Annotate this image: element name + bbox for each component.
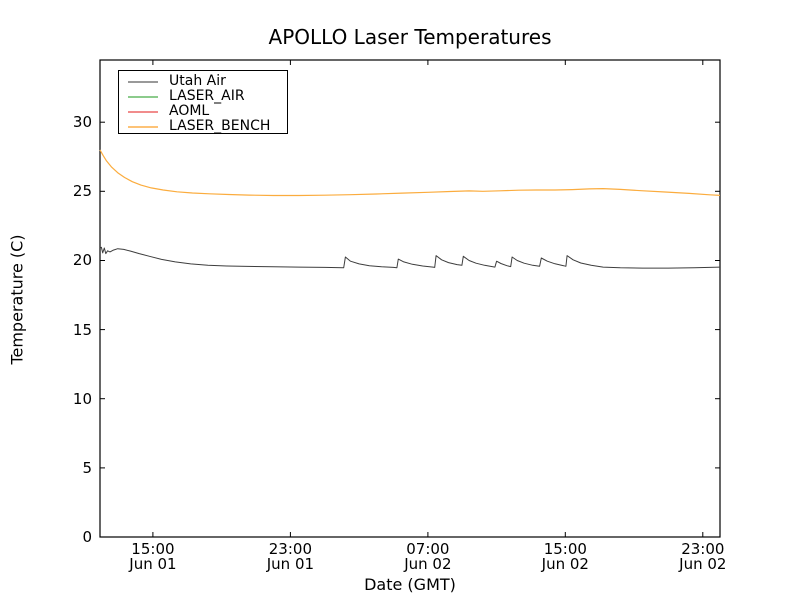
legend-line-sample-aoml [128, 110, 158, 113]
series-line-utah-air [99, 246, 721, 269]
y-tick-label: 5 [82, 458, 92, 477]
x-tick-date: Jun 02 [541, 555, 589, 573]
series-line-laser-bench [99, 149, 721, 197]
plot-frame [99, 59, 721, 538]
legend-line-sample-laser-bench [128, 125, 158, 128]
y-axis-label: Temperature (C) [7, 234, 27, 365]
legend-label-laser-bench: LASER_BENCH [169, 118, 271, 134]
x-tick-date: Jun 01 [129, 555, 177, 573]
legend-line-sample-laser-air [128, 95, 158, 98]
x-tick-time: 15:00 [131, 540, 175, 558]
x-tick-time: 15:00 [543, 540, 587, 558]
legend-item-laser-bench: LASER_BENCH [119, 119, 287, 134]
legend-item-aoml: AOML [119, 104, 287, 119]
legend-label-aoml: AOML [169, 103, 210, 119]
x-tick-date: Jun 01 [266, 555, 315, 573]
x-tick-time: 07:00 [406, 540, 450, 558]
legend-item-utah-air: Utah Air [119, 74, 287, 89]
legend-line-sample-utah-air [128, 80, 158, 83]
x-tick-time: 23:00 [681, 540, 725, 558]
x-tick-label: 15:00 Jun 02 [520, 542, 610, 572]
x-tick-label: 07:00 Jun 02 [383, 542, 473, 572]
x-axis-label: Date (GMT) [364, 575, 456, 594]
x-tick-time: 23:00 [268, 540, 312, 558]
legend-label-laser-air: LASER_AIR [169, 88, 245, 104]
y-tick-label: 20 [72, 251, 92, 270]
chart-title: APOLLO Laser Temperatures [268, 25, 552, 49]
x-tick-label: 23:00 Jun 01 [245, 542, 335, 572]
legend-item-laser-air: LASER_AIR [119, 89, 287, 104]
x-tick-date: Jun 02 [404, 555, 452, 573]
x-tick-label: 15:00 Jun 01 [108, 542, 198, 572]
legend-box: Utah Air LASER_AIR AOML LASER_BENCH [118, 70, 288, 134]
y-tick-label: 25 [72, 182, 92, 201]
x-tick-date: Jun 02 [679, 555, 727, 573]
legend-label-utah-air: Utah Air [169, 73, 226, 89]
y-tick-label: 10 [72, 389, 92, 408]
y-tick-label: 0 [82, 528, 92, 546]
x-tick-label: 23:00 Jun 02 [658, 542, 748, 572]
y-tick-label: 15 [72, 320, 92, 339]
y-tick-label: 30 [72, 113, 92, 132]
